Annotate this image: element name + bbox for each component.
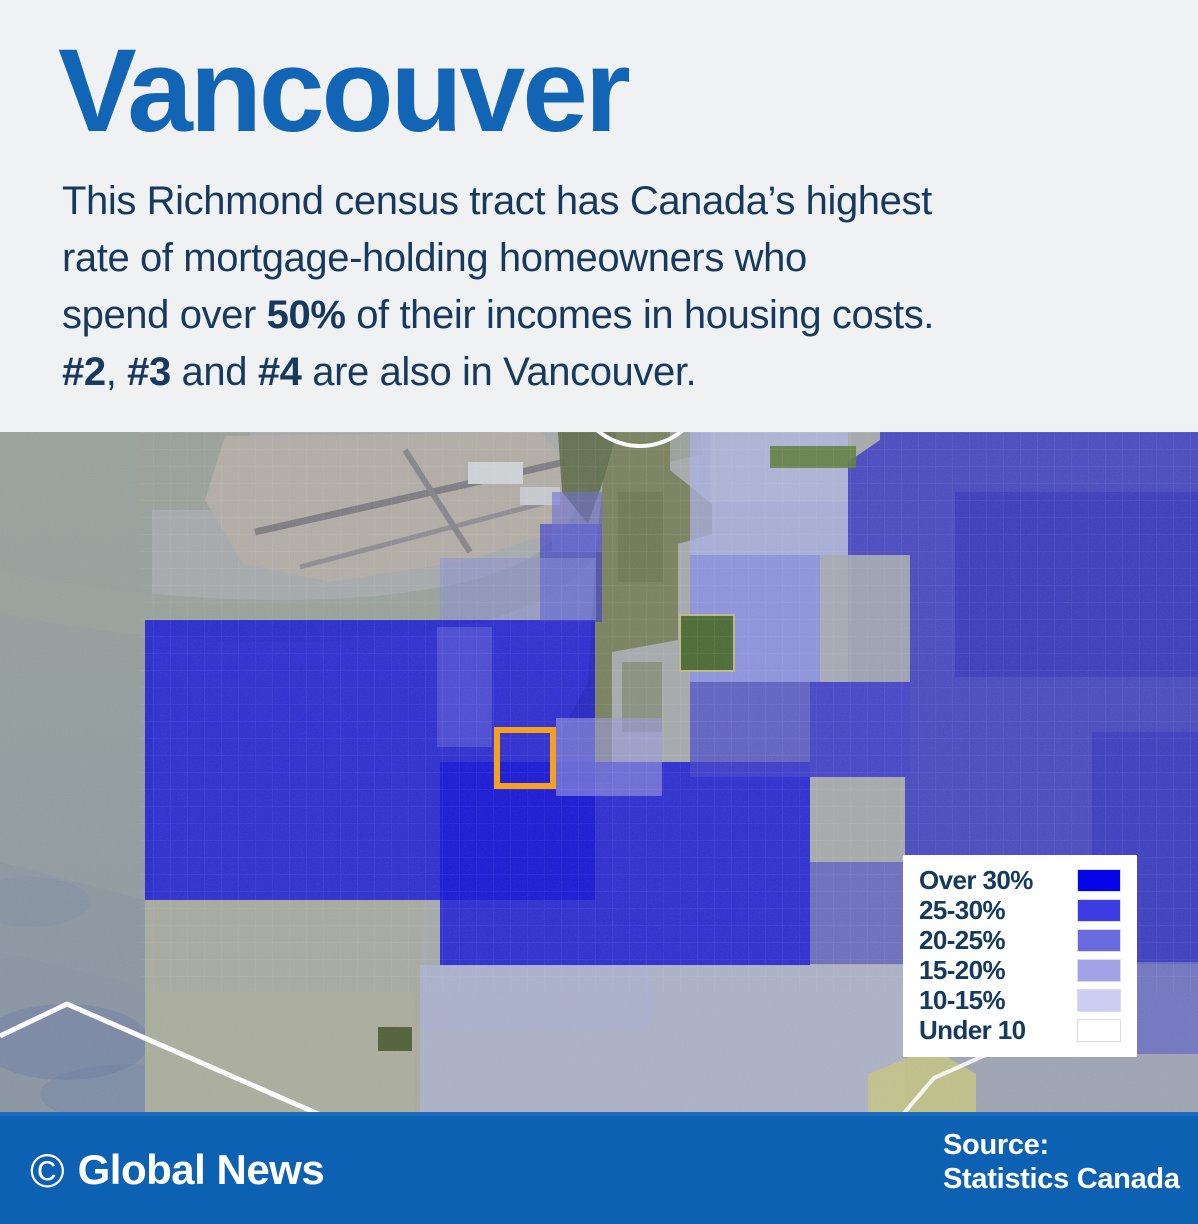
source-label: Source: [943, 1129, 1049, 1161]
credit: © Global News [30, 1143, 325, 1197]
legend-label: Under 10 [919, 1015, 1026, 1045]
satellite-map [0, 432, 1198, 1112]
legend-swatch [1077, 929, 1121, 952]
legend-label: 10-15% [919, 985, 1006, 1015]
legend-item: 15-20% [919, 955, 1121, 985]
legend-swatch [1077, 989, 1121, 1012]
legend-item: 20-25% [919, 925, 1121, 955]
legend-item: Under 10 [919, 1015, 1121, 1045]
header: Vancouver This Richmond census tract has… [0, 0, 1198, 432]
legend-label: 15-20% [919, 955, 1006, 985]
highlight-square [494, 727, 556, 789]
legend-swatch [1077, 959, 1121, 982]
page-title: Vancouver [58, 25, 631, 157]
source-name: Statistics Canada [943, 1163, 1180, 1195]
credit-name: Global News [77, 1146, 325, 1193]
legend-label: Over 30% [919, 865, 1033, 895]
description-text: This Richmond census tract has Canada’s … [62, 179, 935, 394]
legend-label: 25-30% [919, 895, 1006, 925]
footer: © Global News Source: Statistics Canada [0, 1112, 1198, 1224]
legend-item: 10-15% [919, 985, 1121, 1015]
legend-swatch [1077, 869, 1121, 892]
legend-item: Over 30% [919, 865, 1121, 895]
copyright-icon: © [30, 1143, 65, 1197]
map-legend: Over 30% 25-30% 20-25% 15-20% 10-15% Und… [903, 855, 1137, 1057]
legend-swatch [1077, 899, 1121, 922]
legend-label: 20-25% [919, 925, 1006, 955]
map-region: Over 30% 25-30% 20-25% 15-20% 10-15% Und… [0, 432, 1198, 1112]
legend-item: 25-30% [919, 895, 1121, 925]
legend-swatch [1077, 1019, 1121, 1042]
source-attribution: Source: Statistics Canada [943, 1128, 1180, 1196]
